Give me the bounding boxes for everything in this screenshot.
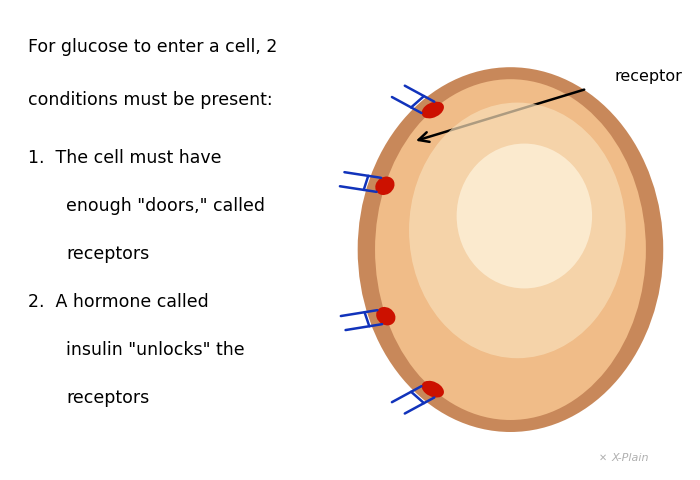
Text: ✕: ✕ <box>598 453 607 463</box>
Ellipse shape <box>456 144 592 288</box>
Ellipse shape <box>409 103 626 358</box>
Text: enough "doors," called: enough "doors," called <box>66 197 265 215</box>
Text: receptor: receptor <box>615 69 682 84</box>
Text: 1.  The cell must have: 1. The cell must have <box>28 149 221 167</box>
Text: conditions must be present:: conditions must be present: <box>28 91 272 109</box>
Text: For glucose to enter a cell, 2: For glucose to enter a cell, 2 <box>28 38 277 56</box>
Text: receptors: receptors <box>66 245 149 263</box>
Text: receptors: receptors <box>66 389 149 407</box>
Ellipse shape <box>375 79 646 420</box>
Ellipse shape <box>358 67 664 432</box>
Text: 2.  A hormone called: 2. A hormone called <box>28 293 209 311</box>
Ellipse shape <box>421 102 444 119</box>
Ellipse shape <box>421 381 444 397</box>
Ellipse shape <box>376 307 396 325</box>
Text: X-Plain: X-Plain <box>612 453 650 463</box>
Text: insulin "unlocks" the: insulin "unlocks" the <box>66 341 244 359</box>
Ellipse shape <box>375 177 395 195</box>
